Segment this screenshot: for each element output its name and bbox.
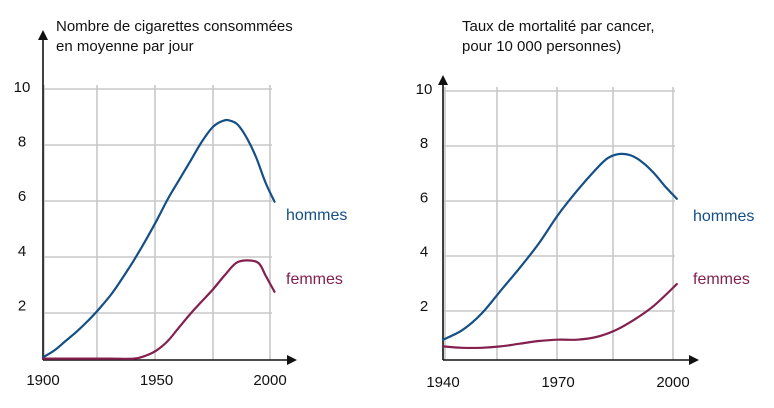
x-tick-label: 1970 bbox=[541, 374, 574, 391]
legend-label-hommes: hommes bbox=[286, 207, 347, 224]
y-tick-label: 2 bbox=[420, 298, 428, 315]
series-line-hommes bbox=[41, 118, 276, 359]
y-tick-label: 6 bbox=[420, 189, 428, 206]
x-axis-arrow-icon bbox=[689, 355, 699, 365]
series-line-femmes bbox=[41, 259, 276, 360]
legend-label-femmes: femmes bbox=[693, 271, 750, 288]
y-axis-arrow-icon bbox=[38, 30, 48, 40]
x-tick-label: 2000 bbox=[253, 372, 286, 389]
y-tick-label: 4 bbox=[18, 243, 26, 260]
x-tick-label: 1900 bbox=[26, 372, 59, 389]
series-line-hommes bbox=[441, 152, 678, 341]
y-tick-label: 8 bbox=[18, 134, 26, 151]
chart-title-line-2: en moyenne par jour bbox=[56, 38, 194, 55]
chart-title-line-2: pour 10 000 personnes) bbox=[462, 38, 621, 55]
x-tick-label: 1940 bbox=[426, 374, 459, 391]
y-axis-arrow-icon bbox=[438, 75, 448, 85]
cancer-mortality-chart: Taux de mortalité par cancer, pour 10 00… bbox=[416, 18, 755, 391]
y-tick-label: 6 bbox=[18, 188, 26, 205]
x-axis-arrow-icon bbox=[287, 355, 297, 365]
chart-title-line-1: Nombre de cigarettes consommées bbox=[56, 18, 293, 35]
series-line-femmes bbox=[441, 283, 678, 350]
legend-label-hommes: hommes bbox=[693, 208, 754, 225]
x-tick-label: 1950 bbox=[140, 372, 173, 389]
y-tick-label: 8 bbox=[420, 135, 428, 152]
y-tick-label: 10 bbox=[14, 79, 31, 96]
cigarette-consumption-chart: Nombre de cigarettes consommées en moyen… bbox=[14, 18, 348, 389]
y-tick-label: 10 bbox=[416, 81, 433, 98]
legend-label-femmes: femmes bbox=[286, 271, 343, 288]
chart-title-line-1: Taux de mortalité par cancer, bbox=[462, 18, 655, 35]
y-tick-label: 2 bbox=[18, 297, 26, 314]
x-tick-label: 2000 bbox=[656, 374, 689, 391]
y-tick-label: 4 bbox=[420, 244, 428, 261]
